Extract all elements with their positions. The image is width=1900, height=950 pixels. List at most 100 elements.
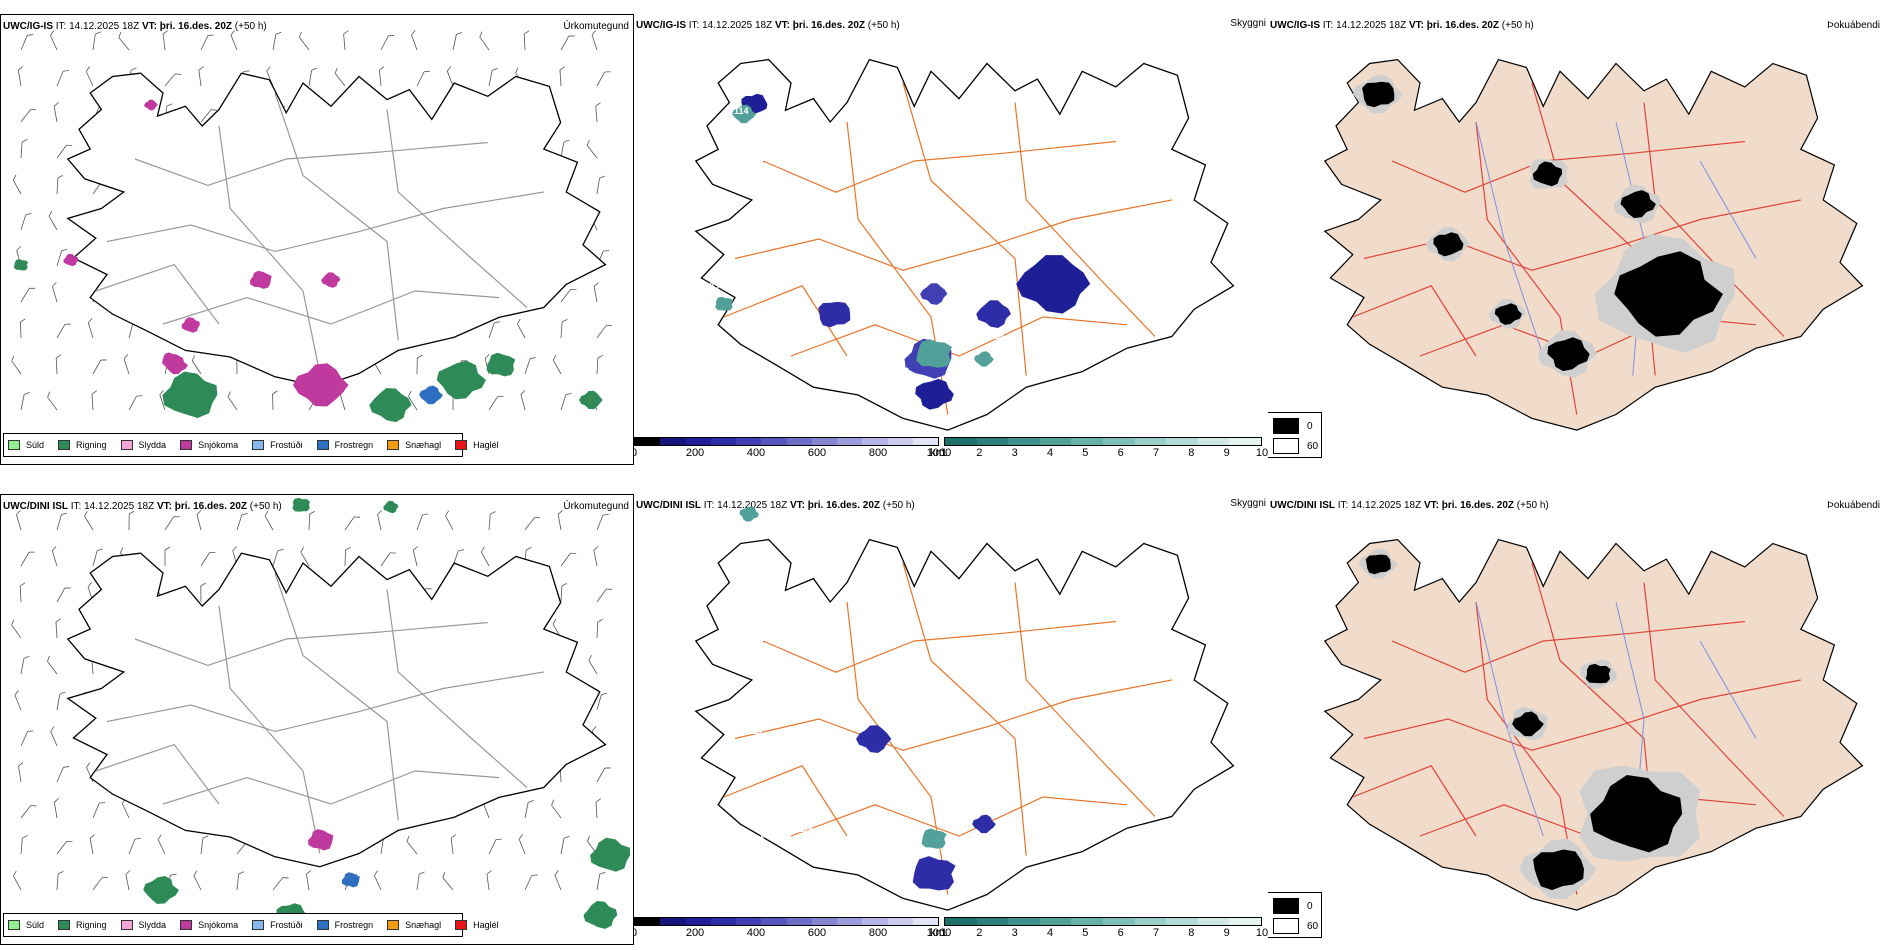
wind-barb bbox=[452, 32, 463, 51]
road-line bbox=[1363, 679, 1801, 751]
road-line bbox=[902, 82, 1027, 376]
colorbar-tick: 600 bbox=[807, 927, 827, 939]
ceiling-value-label: 67 bbox=[749, 394, 759, 404]
wind-barb bbox=[596, 513, 609, 531]
wind-barb bbox=[560, 392, 572, 411]
visibility-panel-bottom: UWC/DINI ISL IT: 14.12.2025 18Z VT: þri.… bbox=[634, 494, 1268, 945]
wind-barb bbox=[593, 546, 599, 567]
wind-barb bbox=[50, 30, 58, 51]
colorbar-swatch bbox=[1008, 438, 1040, 445]
legend-label: Snjókoma bbox=[198, 920, 239, 930]
wind-barb bbox=[128, 837, 141, 855]
wind-barb bbox=[298, 31, 310, 51]
fog-indicator-area bbox=[1585, 663, 1611, 684]
ceiling-value-label: 92 bbox=[944, 306, 954, 316]
fog-indicator-area bbox=[1433, 232, 1464, 257]
precip-area bbox=[321, 272, 341, 288]
wind-barb bbox=[272, 548, 284, 567]
wind-barb bbox=[450, 834, 457, 855]
coastline bbox=[694, 58, 1235, 431]
wind-barb bbox=[416, 354, 423, 375]
wind-barb bbox=[596, 871, 606, 891]
wind-barb bbox=[14, 690, 22, 711]
panel-header: UWC/DINI ISL IT: 14.12.2025 18Z VT: þri.… bbox=[3, 501, 282, 512]
wind-barb bbox=[196, 510, 202, 531]
legend-label: Snjókoma bbox=[198, 440, 239, 450]
ceiling-value-label: 146 bbox=[789, 844, 804, 854]
ceiling-colorbar: m02004006008001000 bbox=[634, 917, 951, 940]
wind-barb bbox=[272, 31, 282, 51]
legend-swatch bbox=[455, 440, 468, 450]
colorbar-swatch bbox=[1134, 918, 1167, 925]
colorbar-swatch bbox=[1039, 918, 1072, 925]
wind-barb bbox=[551, 799, 562, 819]
ceiling-value-label: 114 bbox=[734, 106, 749, 116]
legend-item: Frostregn bbox=[316, 440, 373, 450]
fog-legend-item: 60 bbox=[1273, 438, 1318, 454]
wind-barb bbox=[488, 396, 504, 411]
panel-header: UWC/IG-IS IT: 14.12.2025 18Z VT: þri. 16… bbox=[636, 20, 900, 31]
low-ceiling-area bbox=[912, 856, 956, 891]
wind-barb bbox=[56, 174, 64, 195]
wind-barb bbox=[12, 174, 22, 195]
colorbar-swatch bbox=[1071, 918, 1103, 925]
wind-barb bbox=[53, 798, 59, 819]
ceiling-value-label: 104 bbox=[759, 830, 774, 840]
colorbar-swatch bbox=[1166, 918, 1198, 925]
wind-barb bbox=[488, 68, 498, 87]
low-ceiling-area bbox=[920, 283, 948, 305]
colorbar-swatch bbox=[862, 918, 888, 925]
colorbar-tick: 600 bbox=[807, 447, 827, 459]
low-ceiling-area bbox=[1016, 255, 1091, 314]
legend-item: Súld bbox=[8, 440, 44, 450]
wind-barb bbox=[595, 102, 601, 123]
colorbar-swatch bbox=[660, 438, 686, 445]
road-line bbox=[134, 621, 488, 667]
wind-barb bbox=[87, 318, 94, 339]
ceiling-value-label: 116 bbox=[799, 824, 814, 834]
wind-barb bbox=[56, 70, 70, 87]
low-ceiling-area bbox=[915, 378, 954, 410]
low-visibility-area bbox=[739, 506, 759, 522]
wind-barb bbox=[157, 834, 166, 855]
colorbar-swatch bbox=[912, 918, 938, 925]
wind-barb bbox=[344, 516, 361, 531]
fog-indicator-area bbox=[1512, 711, 1544, 737]
wind-barb bbox=[596, 692, 608, 711]
colorbar-tick: 10 bbox=[1255, 927, 1268, 939]
wind-barb bbox=[596, 175, 606, 195]
wind-barb bbox=[377, 510, 383, 531]
precip-area bbox=[63, 253, 79, 267]
wind-barb bbox=[552, 354, 562, 375]
colorbar-tick: 7 bbox=[1152, 447, 1160, 459]
wind-barb bbox=[445, 510, 454, 531]
road-line bbox=[134, 141, 488, 187]
colorbar-swatch bbox=[710, 918, 736, 925]
wind-barb bbox=[200, 835, 209, 855]
wind-barb bbox=[193, 870, 202, 891]
legend-swatch bbox=[8, 920, 20, 930]
wind-barb bbox=[416, 871, 425, 891]
legend-label: Snæhagl bbox=[405, 920, 442, 930]
wind-barb bbox=[236, 513, 248, 531]
road-line bbox=[734, 199, 1172, 271]
wind-barb bbox=[596, 354, 604, 375]
fog-legend-swatch bbox=[1273, 418, 1299, 434]
wind-barb bbox=[481, 546, 490, 567]
wind-barb bbox=[84, 511, 94, 531]
wind-barb bbox=[56, 587, 71, 603]
panel-title: Þokuábendi bbox=[1827, 500, 1880, 511]
legend-label: Frostúði bbox=[270, 920, 303, 930]
colorbar-tick: 4 bbox=[1046, 927, 1054, 939]
colorbar-swatch bbox=[976, 918, 1009, 925]
wind-barb bbox=[91, 390, 97, 411]
precip-area bbox=[293, 363, 349, 407]
wind-barb bbox=[406, 835, 418, 855]
road-line bbox=[218, 605, 321, 854]
wind-barb bbox=[200, 552, 216, 567]
visibility-panel-top: UWC/IG-IS IT: 14.12.2025 18Z VT: þri. 16… bbox=[634, 14, 1268, 465]
wind-barb bbox=[236, 871, 245, 891]
legend-label: Rigning bbox=[76, 440, 107, 450]
panel-title: Úrkomutegund bbox=[563, 501, 629, 512]
wind-barb bbox=[48, 210, 58, 231]
